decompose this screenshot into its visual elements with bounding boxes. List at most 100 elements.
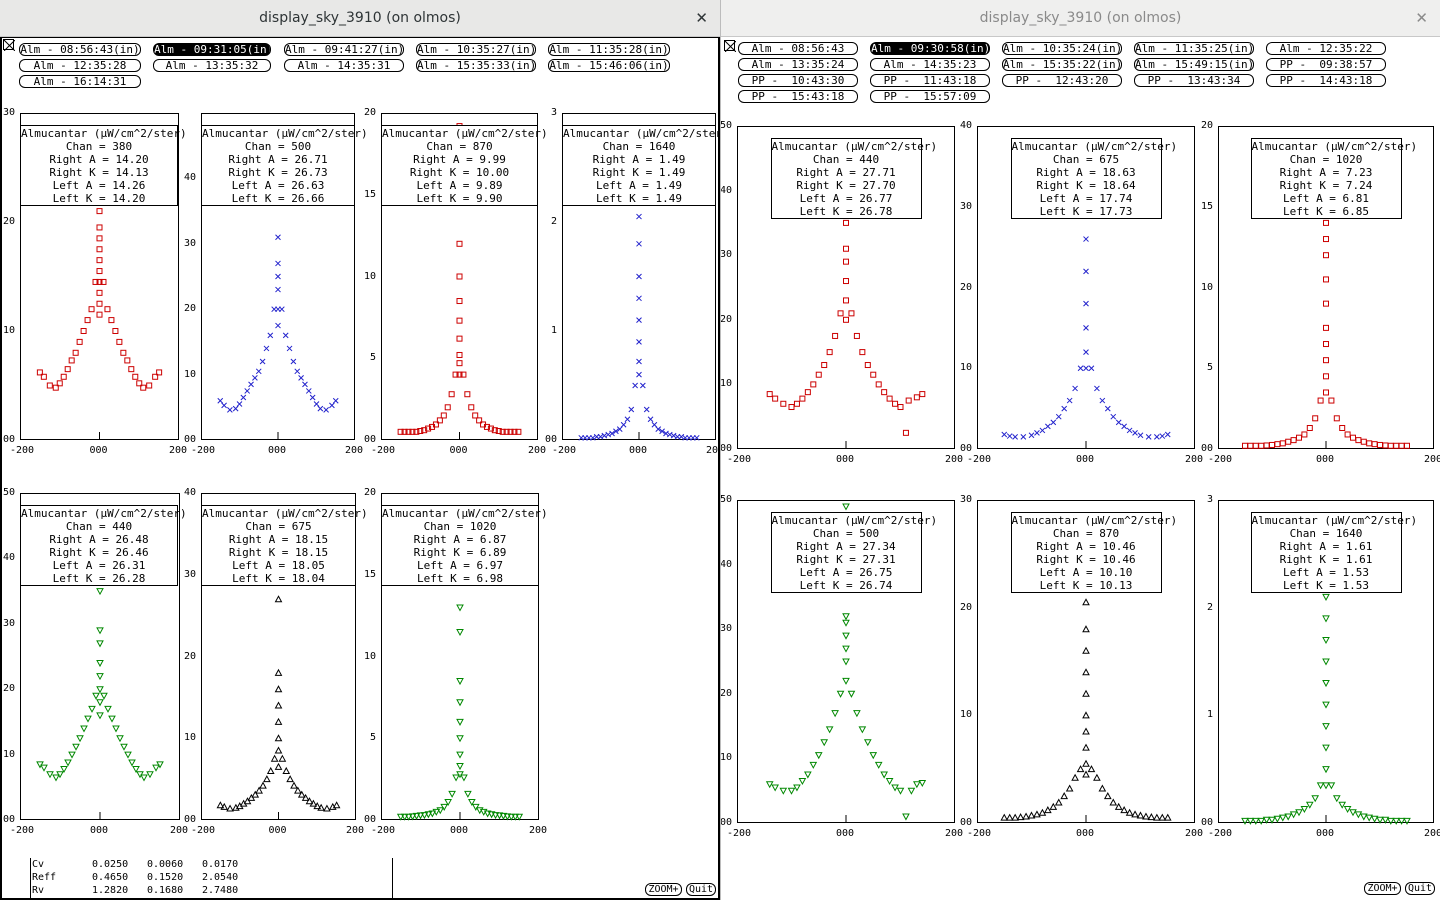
time-button[interactable]: Alm - 10:35:27(in) <box>416 43 536 56</box>
time-button[interactable]: PP - 15:57:09 <box>870 90 990 103</box>
data-point-x <box>647 416 654 423</box>
data-point-square <box>1398 442 1405 449</box>
data-point-square <box>456 360 463 367</box>
y-tick-label: 20 <box>363 487 376 498</box>
data-point-square <box>1393 442 1400 449</box>
data-point-x <box>1083 349 1089 355</box>
legend-title: Almucantar (µW/cm^2/ster) <box>1251 514 1418 527</box>
time-button[interactable]: Alm - 16:14:31 <box>19 75 141 88</box>
data-point-triangle <box>1087 765 1096 773</box>
data-point-x <box>1039 427 1046 434</box>
data-point-triangle-down <box>1262 816 1271 824</box>
window-menu-box-icon[interactable] <box>724 40 736 52</box>
data-point-triangle-down <box>1316 782 1325 790</box>
y-tick-label: 20 <box>2 216 15 227</box>
data-point-triangle <box>1109 798 1118 806</box>
data-point-triangle <box>1153 813 1161 821</box>
time-button[interactable]: PP - 11:43:18 <box>870 74 990 87</box>
time-button[interactable]: Alm - 09:41:27(in) <box>284 43 404 56</box>
data-point-square <box>772 395 779 402</box>
data-point-square <box>1355 437 1362 444</box>
time-button[interactable]: Alm - 14:35:31 <box>284 59 404 72</box>
data-point-triangle <box>286 775 294 783</box>
legend-line: Left A = 26.31 <box>52 559 146 572</box>
stats-cell: 0.1520 <box>147 872 184 883</box>
data-point-triangle-down <box>128 759 136 767</box>
time-button[interactable]: Alm - 15:35:33(in) <box>416 59 536 72</box>
time-button[interactable]: PP - 10:43:30 <box>738 74 858 87</box>
data-point-square <box>104 306 111 313</box>
time-button[interactable]: PP - 13:43:34 <box>1134 74 1254 87</box>
data-point-x <box>259 358 266 365</box>
time-button[interactable]: Alm - 09:31:05(in) <box>153 43 271 56</box>
time-button[interactable]: Alm - 14:35:23 <box>870 58 990 71</box>
legend-line: Right A = 26.48 <box>49 533 149 546</box>
data-point-triangle-down <box>428 810 437 818</box>
data-point-triangle <box>259 781 267 789</box>
stats-cell: 2.0540 <box>202 872 239 883</box>
window-menu-box-icon[interactable] <box>3 39 15 51</box>
x-tick-label: 200 <box>529 825 548 836</box>
zoom-button[interactable]: ZOOM+ <box>645 883 682 896</box>
data-point-x <box>1153 434 1160 440</box>
quit-button[interactable]: Quit <box>686 883 716 896</box>
time-button[interactable]: Alm - 08:56:43(in) <box>19 43 141 56</box>
data-point-triangle-down <box>820 739 829 747</box>
data-point-square <box>68 357 75 364</box>
y-tick-label: 30 <box>183 568 196 580</box>
data-point-triangle <box>263 775 271 783</box>
data-point-triangle-down <box>440 803 449 811</box>
plot-svg <box>1218 126 1434 449</box>
data-point-triangle-down <box>1322 701 1330 709</box>
data-point-x <box>275 322 281 329</box>
time-button[interactable]: PP - 15:43:18 <box>738 90 858 103</box>
legend-info-box: Almucantar (µW/cm^2/ster) Chan = 1640 Righ… <box>562 125 720 206</box>
stats-cell: 2.7480 <box>202 885 239 896</box>
y-tick-label: 20 <box>363 107 376 118</box>
data-point-square <box>468 404 475 411</box>
time-button[interactable]: PP - 12:43:20 <box>1002 74 1122 87</box>
time-button[interactable]: Alm - 15:35:22(in) <box>1002 58 1122 71</box>
time-button[interactable]: Alm - 12:35:22 <box>1266 42 1386 55</box>
time-button[interactable]: Alm - 11:35:28(in) <box>548 43 670 56</box>
x-tick-label: 200 <box>346 825 365 836</box>
time-button[interactable]: Alm - 09:30:58(in) <box>870 42 990 55</box>
time-button[interactable]: Alm - 12:35:28 <box>19 59 141 72</box>
y-tick-label: 10 <box>721 752 732 764</box>
data-point-triangle-down <box>456 604 464 612</box>
time-button[interactable]: PP - 14:43:18 <box>1266 74 1386 87</box>
data-point-triangle-down <box>1246 817 1255 825</box>
y-tick-label: 50 <box>2 487 15 498</box>
time-button[interactable]: Alm - 11:35:25(in) <box>1134 42 1254 55</box>
data-point-triangle-down <box>60 765 68 774</box>
data-point-triangle <box>1044 806 1052 814</box>
data-point-x <box>317 405 324 412</box>
data-point-triangle <box>1120 806 1128 814</box>
quit-button[interactable]: Quit <box>1405 882 1435 895</box>
data-point-x <box>609 430 615 437</box>
data-point-square <box>56 380 63 387</box>
data-point-square <box>1382 442 1389 449</box>
data-point-square <box>788 404 795 411</box>
close-icon[interactable]: ✕ <box>695 9 708 27</box>
time-button[interactable]: Alm - 13:35:24 <box>738 58 858 71</box>
data-point-triangle-down <box>460 774 468 782</box>
data-point-square <box>1366 440 1373 447</box>
data-point-square <box>472 412 479 419</box>
close-icon[interactable]: ✕ <box>1415 9 1428 27</box>
plot-panel: 00 10 20 30 40 50 -200 000 200 Almucantar (µW/cm^… <box>721 121 963 465</box>
data-point-triangle-down <box>515 813 524 821</box>
plot-panel: 00 10 20 30 40 -200 000 200 Almucantar (µW/cm^2/… <box>184 113 368 456</box>
y-tick-label: 20 <box>959 601 972 613</box>
time-button[interactable]: PP - 09:38:57 <box>1266 58 1386 71</box>
data-point-triangle <box>1054 798 1063 806</box>
data-point-square <box>1290 437 1297 444</box>
time-button[interactable]: Alm - 08:56:43 <box>738 42 858 55</box>
data-point-triangle-down <box>96 640 104 648</box>
data-point-triangle-down <box>64 759 72 767</box>
time-button[interactable]: Alm - 15:46:06(in) <box>548 59 670 72</box>
zoom-button[interactable]: ZOOM+ <box>1364 882 1401 895</box>
time-button[interactable]: Alm - 15:49:15(in) <box>1134 58 1254 71</box>
time-button[interactable]: Alm - 13:35:32 <box>153 59 271 72</box>
time-button[interactable]: Alm - 10:35:24(in) <box>1002 42 1122 55</box>
